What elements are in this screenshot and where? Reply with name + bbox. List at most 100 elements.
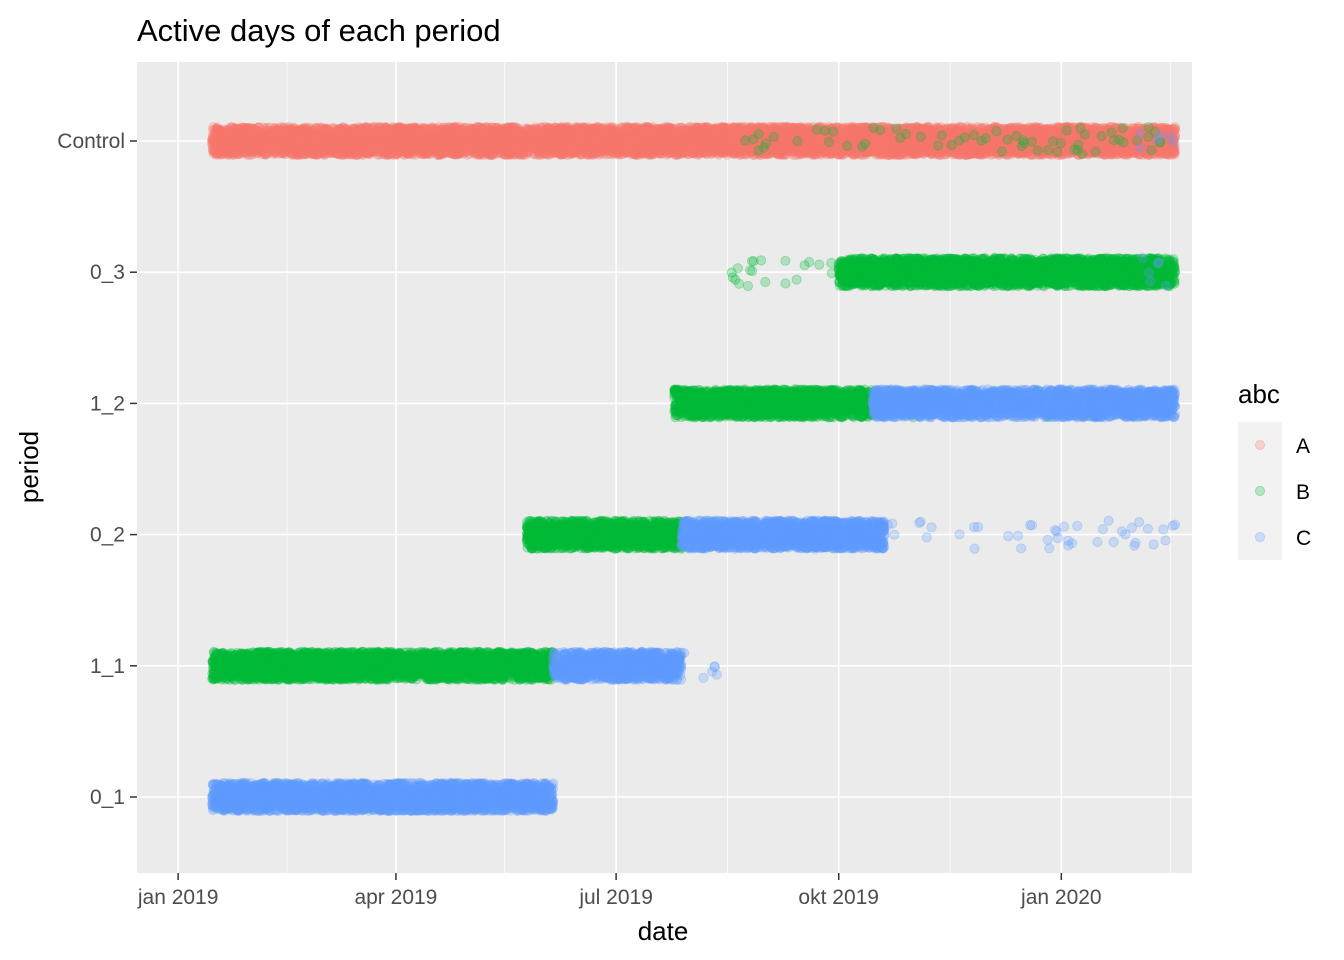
- data-point-a: [598, 148, 609, 159]
- data-point-a: [761, 143, 772, 154]
- data-point-a: [226, 122, 237, 133]
- data-point-a: [614, 135, 625, 147]
- data-point-a: [566, 131, 577, 142]
- data-point-a: [840, 122, 851, 133]
- data-point-a: [588, 148, 599, 159]
- data-point-a: [606, 128, 617, 139]
- chart-title: Active days of each period: [137, 13, 501, 48]
- data-point-a: [758, 148, 769, 159]
- data-point-a: [412, 147, 423, 158]
- data-point-a: [551, 144, 563, 155]
- data-point-a: [321, 133, 332, 144]
- data-point-a: [483, 133, 494, 144]
- data-point-a: [1126, 137, 1137, 148]
- data-point-a: [740, 122, 751, 133]
- data-point-a: [294, 142, 305, 153]
- data-point-a: [1055, 132, 1066, 144]
- data-point-a: [1158, 142, 1169, 153]
- data-point-a: [506, 122, 518, 133]
- data-point-a: [652, 130, 663, 141]
- data-point-a: [668, 135, 679, 146]
- data-point-a: [380, 129, 391, 140]
- data-point-a: [1042, 148, 1053, 159]
- data-point-a: [464, 136, 475, 147]
- data-point-a: [861, 142, 872, 153]
- data-point-a: [1169, 122, 1181, 133]
- data-point-a: [468, 143, 480, 154]
- data-point-a: [708, 146, 719, 157]
- data-point-a: [990, 132, 1001, 143]
- data-point-a: [534, 147, 545, 159]
- data-point-a: [403, 141, 414, 153]
- data-point-a: [860, 144, 871, 156]
- data-point-a: [793, 125, 804, 136]
- data-point-a: [1137, 124, 1148, 135]
- data-point-a: [914, 145, 925, 156]
- major-gridlines: [137, 62, 1192, 873]
- data-point-a: [440, 132, 451, 143]
- data-point-a: [1018, 137, 1029, 148]
- data-point-a: [764, 121, 775, 133]
- data-point-a: [807, 126, 818, 137]
- data-point-a: [1083, 125, 1094, 136]
- data-point-a: [647, 140, 658, 151]
- data-point-a: [1008, 141, 1019, 152]
- data-point-a: [1156, 130, 1167, 141]
- data-point-a: [1025, 125, 1037, 136]
- data-point-a: [760, 139, 771, 150]
- data-point-a: [974, 126, 985, 137]
- data-point-a: [607, 138, 618, 149]
- data-point-a: [545, 125, 557, 136]
- data-point-a: [775, 132, 787, 143]
- data-point-a: [647, 142, 658, 153]
- data-point-a: [699, 147, 710, 158]
- data-points: [207, 121, 1181, 817]
- data-point-a: [219, 131, 230, 142]
- data-point-a: [715, 147, 726, 158]
- data-point-a: [491, 131, 502, 142]
- data-point-a: [849, 140, 860, 151]
- data-point-a: [857, 126, 868, 137]
- data-point-a: [953, 142, 964, 153]
- data-point-a: [592, 127, 603, 138]
- data-point-a: [866, 132, 878, 143]
- data-point-a: [633, 127, 644, 138]
- data-point-a: [781, 143, 792, 154]
- data-point-a: [302, 146, 313, 157]
- data-point-a: [801, 139, 812, 150]
- data-point-a: [350, 136, 361, 148]
- data-point-a: [948, 128, 959, 139]
- data-point-a: [584, 147, 595, 158]
- data-point-a: [1160, 124, 1171, 135]
- data-point-a: [910, 132, 921, 143]
- data-point-a: [505, 127, 516, 138]
- data-point-a: [514, 133, 525, 144]
- data-point-a: [1115, 132, 1126, 143]
- data-point-a: [641, 134, 653, 145]
- data-point-a: [332, 138, 343, 149]
- data-point-a: [817, 125, 829, 136]
- data-point-a: [1049, 142, 1060, 153]
- data-point-a: [507, 133, 518, 144]
- data-point-a: [722, 128, 734, 139]
- data-point-a: [576, 143, 587, 154]
- data-point-a: [498, 130, 509, 142]
- data-point-a: [814, 147, 826, 158]
- data-point-a: [1001, 124, 1012, 135]
- data-point-a: [1076, 127, 1087, 138]
- data-point-a: [1101, 143, 1112, 154]
- data-point-a: [315, 138, 326, 149]
- data-point-a: [320, 124, 332, 135]
- minor-gridlines: [286, 62, 1171, 873]
- data-point-a: [866, 131, 878, 142]
- data-point-a: [761, 132, 772, 143]
- data-point-a: [585, 149, 597, 160]
- data-point-a: [318, 139, 329, 150]
- plot-panel: [137, 62, 1192, 873]
- data-point-a: [904, 138, 916, 149]
- data-point-a: [611, 131, 622, 142]
- data-point-a: [730, 139, 741, 150]
- data-point-a: [292, 145, 303, 156]
- data-point-a: [221, 143, 232, 154]
